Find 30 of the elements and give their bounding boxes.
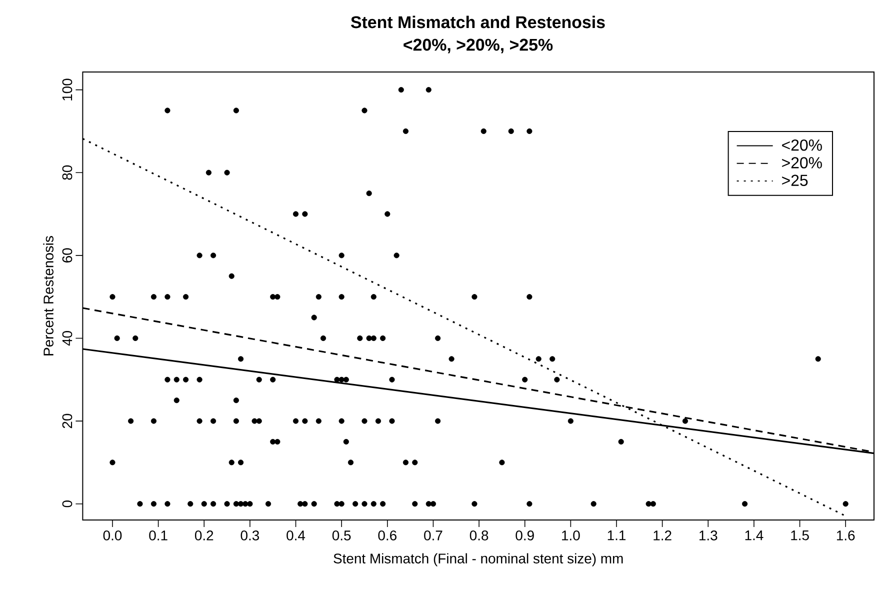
x-tick-label: 0.3	[240, 530, 260, 540]
y-tick-label: 0	[62, 500, 72, 508]
chart-subtitle: <20%, >20%, >25%	[404, 38, 553, 54]
x-tick-label: 0.7	[424, 530, 442, 540]
x-tick-label: 1.5	[791, 530, 809, 540]
chart-title: Stent Mismatch and Restenosis	[350, 16, 605, 28]
y-tick-label: 40	[62, 331, 72, 346]
x-tick-label: 0.8	[470, 530, 488, 540]
legend-label: >25	[782, 174, 808, 186]
x-tick-label: 0.9	[516, 530, 534, 540]
x-tick-label: 1.6	[836, 530, 855, 540]
legend-label: >20%	[782, 157, 822, 168]
x-tick-label: 0.0	[103, 530, 122, 540]
y-tick-label: 100	[62, 78, 72, 100]
x-tick-label: 1.1	[608, 530, 626, 540]
x-tick-label: 1.2	[654, 530, 672, 540]
x-axis-title: Stent Mismatch (Final - nominal stent size) mm	[334, 553, 623, 566]
x-tick-label: 1.0	[562, 530, 580, 540]
y-axis-title: Percent Restenosis	[43, 236, 54, 356]
y-tick-label: 60	[62, 248, 72, 262]
y-tick-label: 20	[62, 414, 72, 428]
x-tick-label: 0.5	[332, 530, 351, 540]
x-tick-label: 0.2	[194, 530, 214, 540]
x-tick-label: 0.6	[378, 530, 396, 540]
y-tick-label: 80	[62, 165, 72, 180]
legend-label: <20%	[782, 139, 822, 151]
x-tick-label: 1.3	[700, 530, 718, 540]
x-tick-label: 0.4	[286, 530, 306, 540]
x-tick-label: 1.4	[745, 530, 764, 540]
x-tick-label: 0.1	[149, 530, 168, 540]
